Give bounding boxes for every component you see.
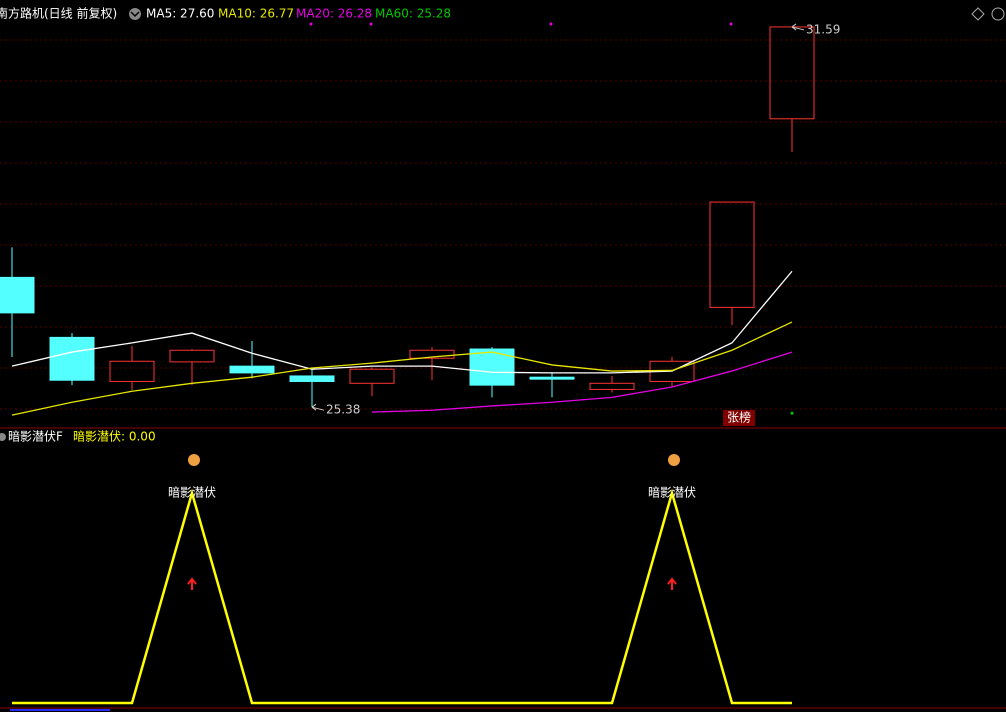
zoom-icon[interactable] (971, 7, 985, 21)
annotation-arrow (791, 23, 805, 31)
legend-entry: MA60: 25.28 (375, 7, 451, 21)
peak-label: 暗影潜伏 (648, 485, 696, 500)
menu-icon[interactable] (129, 8, 141, 20)
legend-entry: MA20: 26.28 (296, 7, 372, 21)
candle-body (109, 360, 155, 382)
legend-entry: MA5: 27.60 (146, 7, 214, 21)
line-series (11, 321, 793, 416)
candle-body (49, 336, 95, 381)
candle-body (229, 365, 275, 374)
legend-entry: 暗影潜伏: 0.00 (73, 429, 156, 444)
menu-arrow (130, 11, 140, 18)
annotation: 25.38 (326, 403, 360, 417)
ma-point (790, 411, 794, 415)
badge: 张榜 (727, 410, 751, 425)
indicator-title: 暗影潜伏F (8, 429, 63, 444)
hand-icon (188, 454, 200, 466)
marker (549, 22, 553, 26)
candle-body (349, 368, 395, 384)
marker (369, 22, 373, 26)
line-series (11, 270, 793, 374)
candle-body (409, 349, 455, 359)
candle-body (0, 276, 35, 314)
candle-body (289, 375, 335, 382)
menu-icon[interactable] (0, 433, 6, 441)
candle-body (709, 201, 755, 308)
candle-body (469, 348, 515, 386)
chart-title: 南方路机(日线 前复权) (0, 6, 117, 21)
up-arrow (187, 577, 197, 590)
badge-bg (723, 410, 755, 426)
legend-entry: MA10: 26.77 (218, 7, 294, 21)
hand-icon (668, 454, 680, 466)
up-arrow (667, 577, 677, 590)
marker (309, 22, 313, 26)
candle-body (529, 376, 575, 380)
candle-body (169, 349, 215, 363)
annotation: 31.59 (806, 22, 840, 36)
peak-label: 暗影潜伏 (168, 485, 216, 500)
marker (729, 22, 733, 26)
line-series (12, 488, 792, 705)
candle-body (589, 382, 635, 390)
annotation-arrow (311, 403, 325, 411)
line-series (371, 351, 793, 413)
settings-icon[interactable] (991, 7, 1005, 21)
